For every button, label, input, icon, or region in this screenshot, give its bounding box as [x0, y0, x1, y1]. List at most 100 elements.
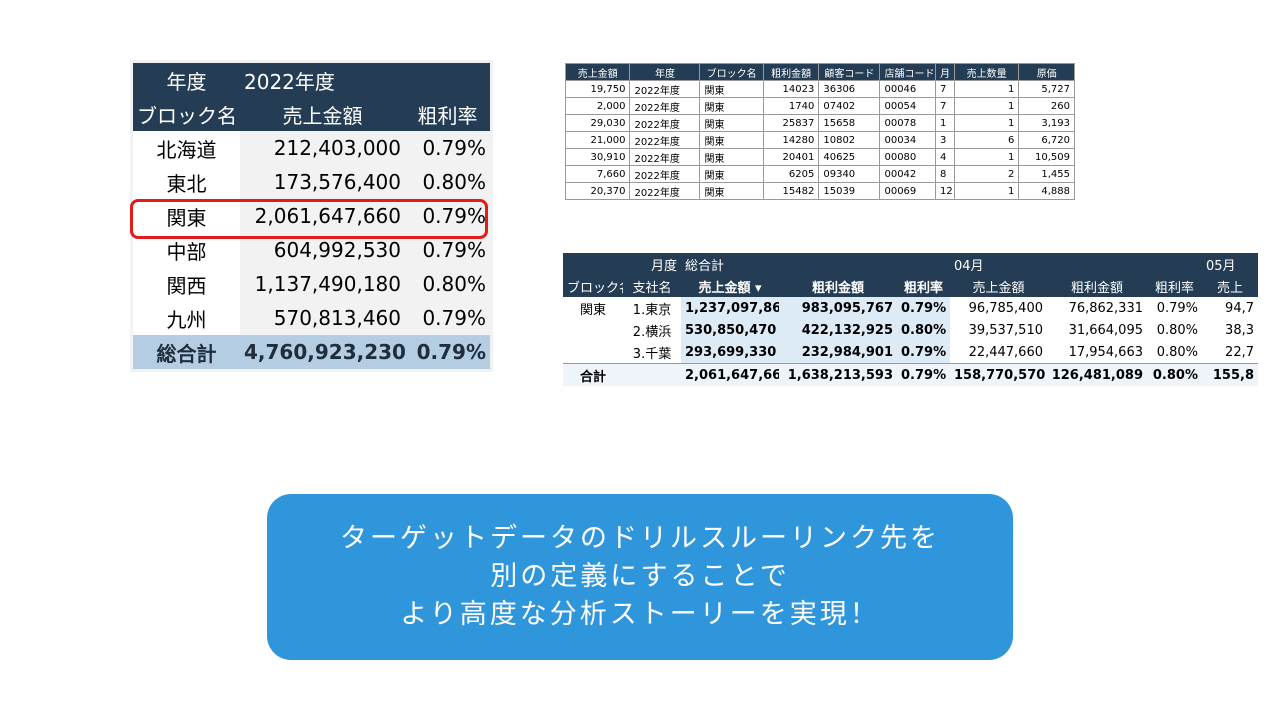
header-cell: 売上金額	[950, 275, 1047, 297]
header-cell: 年度	[629, 63, 701, 81]
cell: 8	[935, 165, 955, 183]
cell: 0.79%	[897, 341, 950, 364]
header-cell: 粗利金額	[1047, 275, 1147, 297]
cell: 東北	[166, 171, 207, 196]
cell: 570,813,460	[240, 301, 405, 335]
cell: 2,000	[564, 97, 631, 115]
cell	[563, 341, 623, 364]
cell: 22,447,660	[968, 344, 1043, 360]
cell: 00034	[879, 131, 937, 149]
cell: 38,3	[1225, 322, 1254, 338]
detail-table: 売上金額 年度 ブロック名 粗利金額 顧客コード 店舗コード月売上数量 原価 19,750 20…	[564, 63, 1075, 200]
data-row: 30,910 2022年度 関東 20401 40625 00080 4 1 10,509	[564, 148, 1075, 166]
header-cell: ブロック名	[699, 63, 764, 81]
total-cell: 126,481,089	[1047, 363, 1147, 386]
header-cell: 原価	[1018, 63, 1075, 81]
data-row: 3.千葉 293,699,330 232,984,901 0.79% 22,447,66…	[563, 341, 1258, 364]
cell: 1,237,097,860	[681, 297, 779, 319]
cell: 北海道	[156, 137, 217, 162]
header-cell: 05月	[1202, 253, 1258, 275]
cell: 4	[935, 148, 955, 166]
cell: 12	[935, 182, 955, 200]
cell: 6	[953, 131, 1020, 149]
cell: 15658	[818, 114, 881, 132]
data-row: 7,660 2022年度 関東 6205 09340 00042 8 2 1,455	[564, 165, 1075, 183]
header-row: ブロック名 売上金額 粗利率	[133, 97, 490, 131]
header-cell: 年度	[133, 63, 240, 97]
cell: 1.東京	[632, 302, 672, 318]
cell: 九州	[166, 307, 207, 332]
cell: 1	[953, 114, 1020, 132]
cell: 1,455	[1018, 165, 1075, 183]
total-cell: 155,8	[1202, 363, 1258, 386]
cell: 15039	[818, 182, 881, 200]
summary-table: 年度 2022年度 ブロック名 売上金額 粗利率 北海道 212,403,000 0.79% 東…	[130, 60, 493, 372]
callout-line: ターゲットデータのドリルスルーリンク先を	[340, 523, 940, 554]
callout-line: より高度な分析ストーリーを実現！	[400, 599, 880, 630]
cell: 212,403,000	[240, 131, 405, 165]
total-cell: 1,638,213,593	[779, 363, 897, 386]
cell: 1	[953, 80, 1020, 98]
cell: 0.79%	[405, 131, 490, 165]
cell: 22,7	[1225, 344, 1254, 360]
total-cell: 2,061,647,660	[681, 363, 779, 386]
header-cell: 粗利率	[897, 275, 950, 297]
data-row: 東北 173,576,400 0.80%	[133, 165, 490, 199]
cell: 10802	[818, 131, 881, 149]
cell: 983,095,767	[779, 297, 897, 319]
header-cell: 売上金額	[564, 63, 631, 81]
cell: 関東	[699, 114, 764, 132]
cell: 293,699,330	[681, 341, 779, 364]
cell: 29,030	[564, 114, 631, 132]
cell: 関東	[699, 148, 764, 166]
cell: 2022年度	[629, 114, 701, 132]
cell: 36306	[818, 80, 881, 98]
cell: 530,850,470	[681, 319, 779, 341]
cell: 5,727	[1018, 80, 1075, 98]
data-row: 2,000 2022年度 関東 1740 07402 00054 7 1 260	[564, 97, 1075, 115]
data-row: 2.横浜 530,850,470 422,132,925 0.80% 39,537,51…	[563, 319, 1258, 341]
cell: 2	[953, 165, 1020, 183]
header-cell: 売上金額	[240, 97, 405, 131]
cell: 関東	[166, 205, 207, 230]
header-cell: 支社名	[623, 275, 681, 297]
cell: 00046	[879, 80, 937, 98]
cell: 00054	[879, 97, 937, 115]
cell: 00069	[879, 182, 937, 200]
header-cell	[563, 253, 623, 275]
header-cell: 2022年度	[240, 63, 490, 97]
cell: 中部	[166, 239, 207, 264]
cell: 関東	[579, 302, 606, 318]
header-cell: 月	[935, 63, 955, 81]
cell: 1	[953, 148, 1020, 166]
header-row: 売上金額 年度 ブロック名 粗利金額 顧客コード 店舗コード月売上数量 原価	[564, 63, 1075, 81]
cell: 00080	[879, 148, 937, 166]
data-row: 29,030 2022年度 関東 25837 15658 00078 1 1 3,193	[564, 114, 1075, 132]
cell: 00042	[879, 165, 937, 183]
cell: 173,576,400	[240, 165, 405, 199]
cell: 0.80%	[1156, 322, 1198, 338]
cell: 15482	[762, 182, 820, 200]
cell: 96,785,400	[968, 300, 1043, 316]
header-cell: 粗利金額	[762, 63, 820, 81]
cell: 0.79%	[405, 301, 490, 335]
cell: 260	[1018, 97, 1075, 115]
cell: 0.80%	[1156, 344, 1198, 360]
header-cell: 粗利率	[1147, 275, 1202, 297]
cell: 関東	[699, 97, 764, 115]
cell: 07402	[818, 97, 881, 115]
header-cell: 粗利率	[405, 97, 490, 131]
cell: 6205	[762, 165, 820, 183]
cell: 7	[935, 97, 955, 115]
cell: 39,537,510	[968, 322, 1043, 338]
pivot-table: 月度総合計04月05月ブロック名支社名売上金額 ▾粗利金額粗利率売上金額粗利金額…	[563, 253, 1258, 386]
data-row: 北海道 212,403,000 0.79%	[133, 131, 490, 165]
cell: 21,000	[564, 131, 631, 149]
callout: ターゲットデータのドリルスルーリンク先を 別の定義にすることで より高度な分析ストー…	[267, 494, 1013, 660]
cell: 2,061,647,660	[240, 199, 405, 233]
cell: 0.79%	[897, 297, 950, 319]
cell: 関西	[166, 273, 207, 298]
